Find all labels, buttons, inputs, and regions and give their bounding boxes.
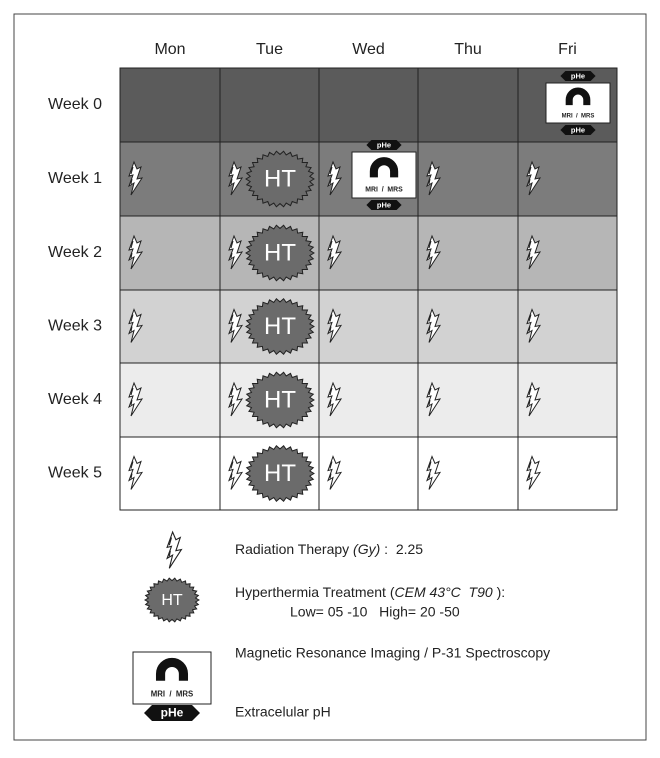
mri-label: MRI / MRS [151,690,193,699]
legend-text: : 2.25 [380,541,423,557]
magnet [565,87,591,106]
hexagon [560,125,596,135]
phe-label: pHe [571,125,585,134]
cell [119,67,221,143]
ph-icon: pHe [560,71,596,81]
radiation-icon [327,234,343,270]
starburst [245,371,315,429]
ht-label: HT [264,239,296,266]
phe-label: pHe [377,140,391,149]
radiation-icon [526,308,542,343]
radiation-icon [526,160,542,196]
week-label: Week 3 [48,318,102,335]
radiation-icon [526,234,542,270]
phe-label: pHe [377,200,391,209]
hyperthermia-icon: HT [245,444,315,503]
ph-icon: pHe [366,140,402,150]
day-label: Thu [454,41,482,58]
ph-icon: pHe [560,125,596,135]
radiation-icon [128,455,144,490]
ht-label: HT [264,460,296,487]
legend-text: Extracelular pH [235,704,331,720]
ph-icon: pHe [144,705,200,721]
hyperthermia-icon: HT [245,150,315,208]
day-label: Wed [352,41,385,58]
radiation-icon [426,308,442,343]
radiation-icon [526,381,542,417]
magnet [155,657,189,681]
hexagon [144,705,200,721]
radiation-icon [228,381,244,417]
radiation-icon [228,455,244,490]
legend-text: Radiation Therapy [235,541,353,557]
magnet [369,157,399,178]
starburst [245,444,315,503]
legend-text: Hyperthermia Treatment ( [235,584,395,600]
week-label: Week 4 [48,391,102,408]
hexagon [366,140,402,150]
hyperthermia-icon: HT [245,371,315,429]
radiation-icon [128,308,144,343]
legend-text: Low= 05 -10 High= 20 -50 [290,604,460,620]
hyperthermia-icon: HT [144,577,200,623]
radiation-icon [426,381,442,417]
mri-icon: MRI / MRS [132,651,212,705]
legend-radiation: Radiation Therapy (Gy) : 2.25 [235,541,423,557]
mri-icon: MRI / MRS [545,82,611,124]
legend-text: ): [493,584,505,600]
week-label: Week 1 [48,170,102,187]
hexagon [560,71,596,81]
starburst [245,297,315,356]
hyperthermia-icon: HT [245,297,315,356]
ht-label: HT [264,165,296,192]
ht-label: HT [264,313,296,340]
starburst [245,224,315,282]
radiation-icon [327,160,343,196]
starburst [245,150,315,208]
day-label: Fri [558,41,577,58]
phe-label: pHe [161,706,184,720]
radiation-icon [166,530,183,569]
radiation-icon [426,160,442,196]
legend-text: (Gy) [353,541,380,557]
legend-hyperthermia: Hyperthermia Treatment (CEM 43°C T90 ): [235,584,505,600]
radiation-icon [327,308,343,343]
radiation-icon [228,308,244,343]
ht-label: HT [161,592,183,609]
radiation-icon [228,234,244,270]
starburst [144,577,200,623]
hexagon [366,200,402,210]
radiation-icon [128,160,144,196]
radiation-icon [228,160,244,196]
mri-icon: MRI / MRS [351,151,417,199]
cell [318,67,419,143]
radiation-icon [128,234,144,270]
mri-label: MRI / MRS [562,113,595,119]
ht-label: HT [264,386,296,413]
cell [219,67,320,143]
ph-icon: pHe [366,200,402,210]
radiation-icon [526,455,542,490]
legend-text: CEM 43°C T90 [395,584,493,600]
radiation-icon [426,455,442,490]
day-label: Mon [154,41,185,58]
week-label: Week 2 [48,244,102,261]
legend-text: Magnetic Resonance Imaging / P-31 Spectr… [235,645,550,661]
phe-label: pHe [571,71,585,80]
radiation-icon [426,234,442,270]
mri-label: MRI / MRS [365,187,403,194]
day-label: Tue [256,41,283,58]
radiation-icon [327,455,343,490]
radiation-icon [327,381,343,417]
radiation-icon [128,381,144,417]
cell [417,67,519,143]
week-label: Week 5 [48,465,102,482]
hyperthermia-icon: HT [245,224,315,282]
week-label: Week 0 [48,96,102,113]
